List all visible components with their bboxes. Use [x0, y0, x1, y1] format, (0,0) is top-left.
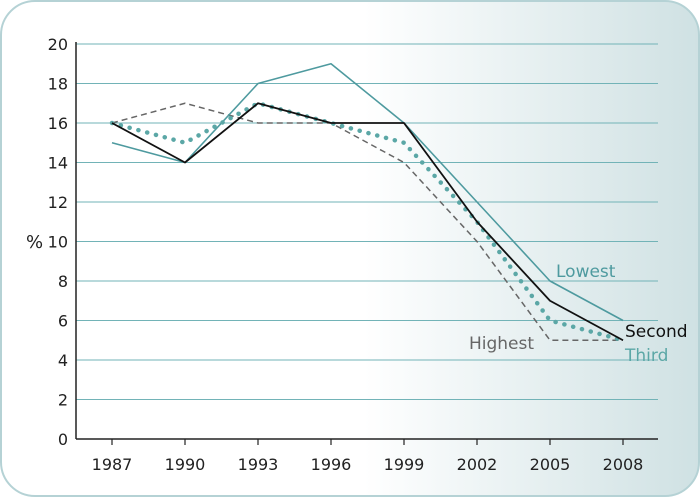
series-label-lowest: Lowest	[556, 262, 616, 282]
series-label-second: Second	[625, 322, 688, 342]
series-line-lowest	[111, 62, 624, 322]
y-tick-label: 12	[48, 193, 68, 212]
y-tick-label: 8	[58, 272, 68, 291]
y-tick-label: 10	[48, 233, 68, 252]
y-tick-label: 18	[48, 75, 68, 94]
x-tick-label: 1990	[165, 455, 206, 474]
series-label-third: Third	[624, 346, 668, 366]
gridlines	[76, 43, 658, 400]
y-tick-label: 2	[58, 391, 68, 410]
series-label-highest: Highest	[469, 334, 534, 354]
y-tick-label: 20	[48, 35, 68, 54]
series-line-third	[109, 101, 626, 343]
y-tick-label: 0	[58, 430, 68, 449]
series-labels: Lowest Second Third Highest	[469, 262, 688, 366]
series-line-second	[111, 102, 624, 342]
x-tick-label: 1999	[384, 455, 425, 474]
x-tick-labels: 1987 1990 1993 1996 1999 2002 2005 2008	[92, 455, 644, 474]
x-tick-label: 2008	[603, 455, 644, 474]
x-tick-label: 1993	[238, 455, 279, 474]
series-line-highest	[111, 102, 623, 341]
y-tick-label: 16	[48, 114, 68, 133]
x-tick-label: 1996	[311, 455, 352, 474]
y-tick-label: 14	[48, 154, 68, 173]
axes	[75, 42, 658, 445]
x-tick-label: 1987	[92, 455, 133, 474]
y-axis-label: %	[26, 232, 43, 253]
y-tick-labels: 0 2 4 6 8 10 12 14 16 18 20	[48, 35, 68, 449]
x-tick-label: 2002	[457, 455, 498, 474]
x-tick-label: 2005	[530, 455, 571, 474]
y-tick-label: 6	[58, 312, 68, 331]
series-lines	[109, 62, 626, 343]
y-tick-label: 4	[58, 351, 68, 370]
